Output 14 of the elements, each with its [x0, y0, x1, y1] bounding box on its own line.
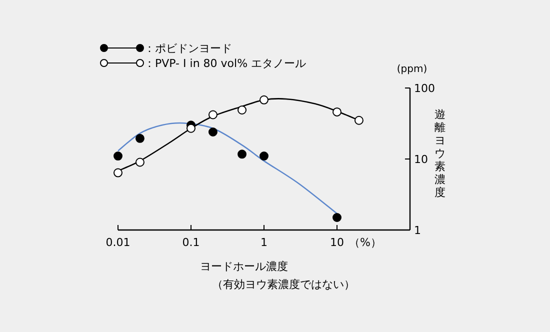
x-tick-label: 0.01 [106, 236, 130, 249]
x-tick-label: 0.1 [182, 236, 200, 249]
text: （%） [349, 236, 382, 249]
y-tick-label: 100 [414, 82, 435, 95]
x-tick-label: 10 [330, 236, 344, 249]
y-tick-label: 10 [414, 153, 428, 166]
text: (ppm) [396, 64, 428, 75]
text: （有効ヨウ素濃度ではない） [212, 278, 355, 291]
y-axis-title: 遊離ヨウ素濃度 [434, 108, 446, 199]
x-tick-label: 1 [260, 236, 268, 249]
x-axis-title: ヨードホール濃度 [200, 260, 288, 273]
legend-label: ：ポビドンヨード [144, 42, 232, 55]
legend-label: ：PVP- I in 80 vol% エタノール [144, 57, 306, 70]
y-tick-label: 1 [414, 224, 421, 237]
